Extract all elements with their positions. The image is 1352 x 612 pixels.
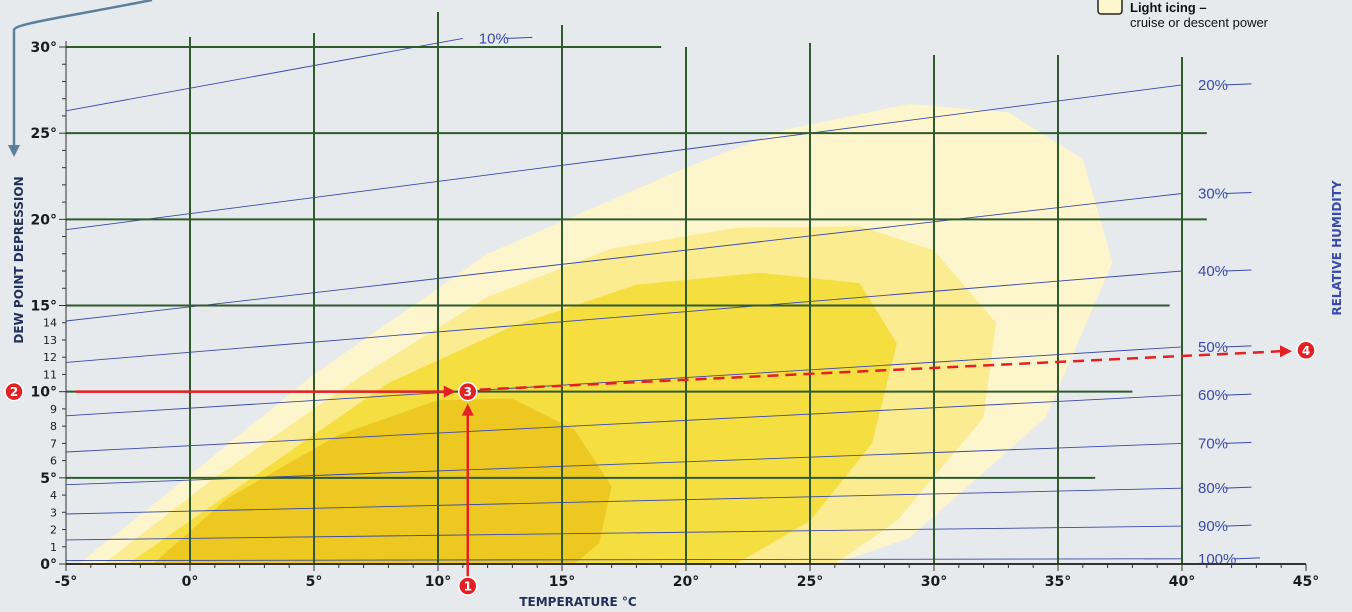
- y-tick-label: 4: [50, 489, 57, 502]
- humidity-label-leader: [1225, 486, 1252, 489]
- humidity-line: [65, 193, 1183, 322]
- humidity-label-leader: [1225, 345, 1252, 348]
- x-tick-label: 20°: [673, 574, 699, 590]
- humidity-label: 30%: [1198, 185, 1228, 202]
- y-tick-label: 25°: [31, 126, 57, 142]
- icing-region: [152, 398, 612, 564]
- humidity-label: 10%: [479, 30, 509, 47]
- humidity-label-leader: [506, 36, 533, 39]
- step-marker-label: 1: [464, 580, 472, 594]
- y-tick-label: 14: [43, 317, 57, 330]
- y-tick-label: 15°: [31, 299, 57, 315]
- grid-lines: [66, 12, 1207, 564]
- x-tick-label: -5°: [55, 574, 78, 590]
- x-tick-label: 35°: [1045, 574, 1071, 590]
- relative-humidity-lines: [65, 37, 1183, 562]
- humidity-label-leader: [1225, 83, 1252, 86]
- x-axis-ticks: -5° 0° 5° 10° 15° 20° 25° 30° 35° 40° 45°: [55, 564, 1319, 590]
- x-tick-label: 45°: [1293, 574, 1319, 590]
- step-marker-label: 3: [464, 385, 472, 399]
- y-tick-label: 2: [50, 524, 57, 537]
- relative-humidity-labels: 10% 20% 30% 40% 50% 60% 70% 80% 90% 100%: [479, 30, 1261, 568]
- humidity-line: [65, 487, 1183, 515]
- humidity-label: 40%: [1198, 263, 1228, 280]
- y-tick-label: 12: [43, 351, 57, 364]
- y-tick-label: 30°: [31, 40, 57, 56]
- humidity-label-leader: [1225, 441, 1252, 444]
- humidity-label: 50%: [1198, 339, 1228, 356]
- humidity-line: [65, 37, 463, 112]
- y-tick-label: 20°: [31, 212, 57, 228]
- y2-axis-title: RELATIVE HUMIDITY: [1330, 180, 1344, 316]
- y-tick-label: 6: [50, 455, 57, 468]
- humidity-label-leader: [1225, 393, 1252, 396]
- step-marker-label: 4: [1302, 344, 1310, 358]
- example-arrow-dashed: [479, 350, 1281, 391]
- example-arrow-up-head: [461, 403, 474, 416]
- example-path: 12 34: [4, 340, 1316, 596]
- pointer-arrow-head: [8, 145, 20, 157]
- humidity-label: 60%: [1198, 387, 1228, 404]
- humidity-label-leader: [1233, 557, 1261, 560]
- example-arrow-right-head: [443, 385, 456, 398]
- x-tick-label: 25°: [797, 574, 823, 590]
- step-marker: [458, 381, 478, 402]
- y-tick-label: 3: [50, 506, 57, 519]
- humidity-label: 90%: [1198, 518, 1228, 535]
- humidity-label-leader: [1225, 524, 1252, 527]
- y-tick-label: 10°: [31, 385, 57, 401]
- humidity-label-leader: [1225, 191, 1252, 194]
- humidity-line: [65, 270, 1183, 363]
- legend-swatch: [1097, 0, 1123, 15]
- y-tick-label: 0°: [40, 557, 57, 573]
- x-tick-label: 10°: [425, 574, 451, 590]
- step-marker: [4, 381, 24, 402]
- x-tick-label: 15°: [549, 574, 575, 590]
- y-tick-label: 7: [50, 437, 57, 450]
- humidity-label: 80%: [1198, 480, 1228, 497]
- pointer-arrow: [12, 0, 153, 148]
- y-tick-label: 9: [50, 403, 57, 416]
- legend: Light icing – cruise or descent power: [1097, 0, 1269, 30]
- humidity-label: 20%: [1198, 77, 1228, 94]
- humidity-line: [65, 84, 1183, 231]
- example-arrow-dashed-head: [1280, 345, 1292, 358]
- humidity-line: [65, 394, 1183, 453]
- x-tick-label: 5°: [306, 574, 323, 590]
- humidity-line: [65, 558, 1183, 562]
- x-axis-title: TEMPERATURE °C: [519, 595, 636, 609]
- humidity-label: 70%: [1198, 435, 1228, 452]
- y-tick-label: 1: [50, 541, 57, 554]
- humidity-line: [65, 346, 1183, 417]
- humidity-label: 100%: [1198, 551, 1236, 568]
- x-tick-label: 0°: [182, 574, 199, 590]
- y-tick-label: 11: [43, 368, 57, 381]
- y-tick-label: 5°: [40, 471, 57, 487]
- humidity-label-leader: [1225, 269, 1252, 272]
- legend-text: cruise or descent power: [1130, 15, 1269, 30]
- y-tick-label: 13: [43, 334, 57, 347]
- step-marker: [458, 576, 478, 596]
- x-tick-label: 30°: [921, 574, 947, 590]
- x-tick-label: 40°: [1169, 574, 1195, 590]
- y-axis-title: DEW POINT DEPRESSION: [12, 176, 26, 343]
- step-marker-label: 2: [10, 385, 18, 399]
- humidity-line: [65, 525, 1183, 541]
- legend-title: Light icing –: [1130, 0, 1207, 15]
- y-tick-label: 8: [50, 420, 57, 433]
- step-marker: [1296, 340, 1316, 361]
